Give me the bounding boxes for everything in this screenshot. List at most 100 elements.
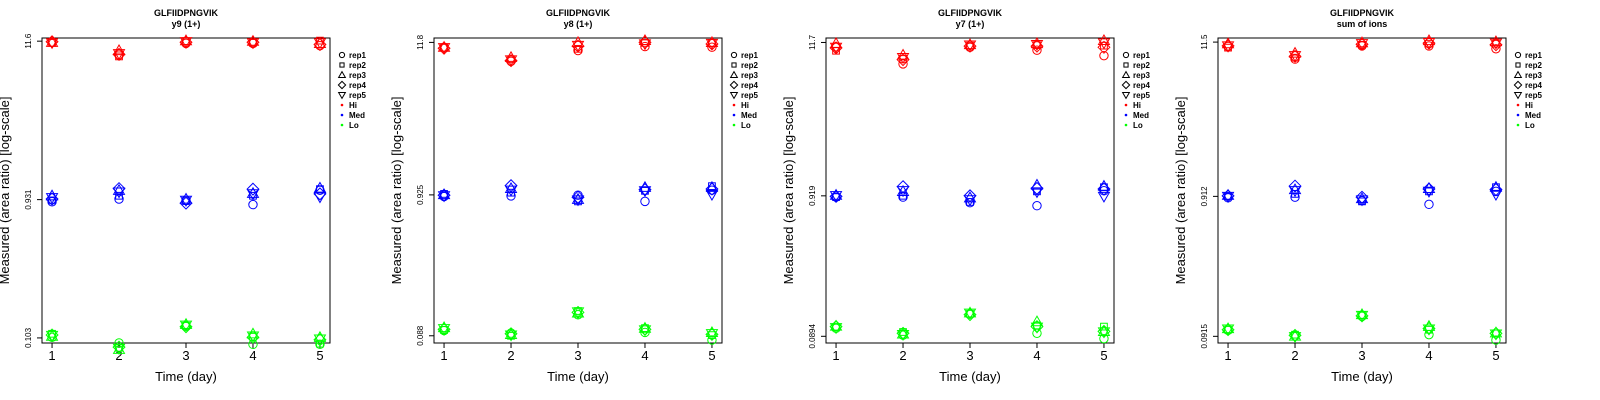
data-point-lo-rep5 xyxy=(571,307,585,319)
legend-label-hi: Hi xyxy=(741,101,749,110)
legend-symbol-rep4 xyxy=(1513,80,1523,90)
data-point-hi-rep3 xyxy=(45,35,59,47)
data-point-med-rep4 xyxy=(1355,190,1369,204)
chart-subtitle: sum of ions xyxy=(1337,19,1388,29)
data-point-hi-rep4 xyxy=(896,53,910,67)
data-point-hi-rep1 xyxy=(1491,44,1501,54)
legend-label-rep1: rep1 xyxy=(349,51,366,60)
data-point-med-rep5 xyxy=(571,195,585,207)
data-point-lo-rep5 xyxy=(1030,322,1044,334)
data-point-hi-rep3 xyxy=(437,40,451,52)
x-axis-label: Time (day) xyxy=(155,369,217,384)
legend-label-rep3: rep3 xyxy=(741,71,758,80)
x-tick-label: 4 xyxy=(1033,348,1040,363)
chart-title: GLFIIDPNGVIK xyxy=(938,8,1003,18)
data-point-lo-rep5 xyxy=(1422,324,1436,336)
data-point-med-rep4 xyxy=(1288,179,1302,193)
data-point-hi-rep3 xyxy=(1288,46,1302,58)
data-point-med-rep5 xyxy=(437,191,451,203)
legend-label-rep2: rep2 xyxy=(1525,61,1542,70)
data-point-hi-rep1 xyxy=(640,41,650,52)
data-point-med-rep5 xyxy=(963,195,977,207)
legend-label-rep4: rep4 xyxy=(1133,81,1150,90)
data-point-med-rep3 xyxy=(504,181,518,194)
data-point-hi-rep4 xyxy=(638,35,652,49)
x-axis-label: Time (day) xyxy=(1331,369,1393,384)
y-axis-label: Measured (area ratio) [log-scale] xyxy=(781,97,796,285)
legend-label-rep1: rep1 xyxy=(1133,51,1150,60)
data-point-med-rep1 xyxy=(1424,199,1434,210)
data-point-hi-rep5 xyxy=(112,49,126,61)
legend-symbol-hi xyxy=(1124,103,1128,107)
x-tick-label: 3 xyxy=(966,348,973,363)
legend-label-rep5: rep5 xyxy=(741,91,758,100)
data-point-med-rep4 xyxy=(1097,182,1111,196)
data-point-hi-rep5 xyxy=(896,53,910,65)
data-point-med-rep1 xyxy=(248,199,258,210)
legend-label-med: Med xyxy=(1133,111,1149,120)
x-tick-label: 3 xyxy=(1358,348,1365,363)
data-point-lo-rep5 xyxy=(896,329,910,342)
data-point-hi-rep5 xyxy=(705,38,719,50)
data-point-hi-rep4 xyxy=(1489,38,1503,52)
chart-subtitle: y7 (1+) xyxy=(956,19,985,29)
legend-label-rep5: rep5 xyxy=(1133,91,1150,100)
data-point-hi-rep5 xyxy=(571,40,585,52)
data-point-med-rep3 xyxy=(179,192,193,204)
data-point-hi-rep5 xyxy=(1288,51,1302,63)
legend-label-med: Med xyxy=(349,111,365,120)
legend-symbol-med xyxy=(340,113,344,117)
legend-label-rep5: rep5 xyxy=(349,91,366,100)
data-point-lo-rep5 xyxy=(437,324,451,336)
legend-symbol-rep4 xyxy=(337,80,347,90)
data-point-med-rep3 xyxy=(705,180,719,192)
data-point-hi-rep1 xyxy=(1032,45,1042,55)
x-axis-label: Time (day) xyxy=(547,369,609,384)
data-point-hi-rep3 xyxy=(179,34,193,46)
chart-subtitle: y9 (1+) xyxy=(172,19,201,29)
data-point-med-rep4 xyxy=(112,181,126,196)
data-point-hi-rep4 xyxy=(1097,40,1111,54)
data-point-hi-rep5 xyxy=(313,38,327,50)
data-point-lo-rep5 xyxy=(829,323,843,335)
data-point-med-rep3 xyxy=(313,181,327,193)
chart-subtitle: y8 (1+) xyxy=(564,19,593,29)
data-point-hi-rep5 xyxy=(1422,38,1436,50)
data-point-lo-rep1 xyxy=(114,338,124,348)
legend-symbol-med xyxy=(1124,113,1128,117)
data-point-hi-rep3 xyxy=(1489,35,1503,47)
data-point-hi-rep5 xyxy=(1489,38,1503,50)
data-point-lo-rep1 xyxy=(1099,333,1109,344)
x-tick-label: 3 xyxy=(182,348,189,363)
data-point-lo-rep3 xyxy=(638,321,652,333)
x-tick-label: 2 xyxy=(1291,348,1298,363)
legend-label-rep2: rep2 xyxy=(349,61,366,70)
y-tick-label: 0.0894 xyxy=(808,324,817,349)
legend-label-hi: Hi xyxy=(1525,101,1533,110)
data-point-lo-rep3 xyxy=(246,327,260,339)
data-point-hi-rep1 xyxy=(898,59,908,69)
data-point-med-rep5 xyxy=(1097,191,1111,203)
data-point-lo-rep5 xyxy=(963,308,977,320)
data-point-lo-rep5 xyxy=(705,329,719,341)
data-point-med-rep5 xyxy=(1489,189,1503,201)
data-point-med-rep4 xyxy=(179,196,193,210)
x-tick-label: 1 xyxy=(440,348,447,363)
y-tick-label: 0.912 xyxy=(1200,186,1209,207)
data-point-hi-rep5 xyxy=(1355,39,1369,51)
data-point-hi-rep1 xyxy=(1290,54,1300,64)
legend-symbol-rep4 xyxy=(729,80,739,90)
data-point-med-rep5 xyxy=(112,187,126,199)
data-point-med-rep4 xyxy=(1030,181,1044,195)
data-point-med-rep5 xyxy=(1030,187,1044,199)
legend-label-hi: Hi xyxy=(349,101,357,110)
y-tick-label: 11.8 xyxy=(416,34,425,50)
legend-label-rep3: rep3 xyxy=(349,71,366,80)
data-point-hi-rep4 xyxy=(313,37,327,52)
legend-symbol-rep1 xyxy=(338,51,346,59)
x-tick-label: 2 xyxy=(507,348,514,363)
data-point-lo-rep4 xyxy=(1489,326,1503,340)
data-point-med-rep2 xyxy=(440,190,448,198)
